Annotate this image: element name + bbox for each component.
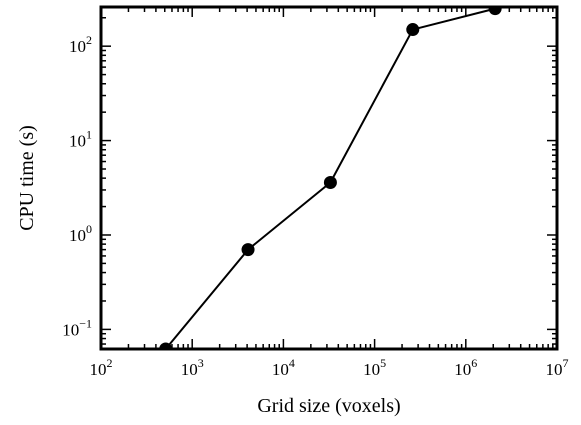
x-axis-label: Grid size (voxels) — [257, 395, 400, 417]
y-tick-label: 102 — [69, 33, 92, 56]
x-tick-label: 103 — [181, 356, 204, 379]
data-point — [241, 243, 255, 257]
data-point — [488, 7, 502, 16]
y-axis-label: CPU time (s) — [16, 125, 38, 231]
plot-area — [99, 5, 559, 351]
x-tick-label: 102 — [90, 356, 113, 379]
y-tick-label: 101 — [69, 128, 92, 151]
x-tick-label: 107 — [546, 356, 569, 379]
plot-frame — [99, 5, 559, 351]
y-tick-label: 100 — [69, 222, 92, 245]
x-tick-label: 106 — [454, 356, 477, 379]
data-point — [406, 23, 420, 37]
y-tick-labels: 10−1 100 101 102 — [62, 33, 92, 339]
x-tick-label: 104 — [272, 356, 295, 379]
y-tick-label: 10−1 — [62, 316, 92, 339]
x-tick-labels: 102 103 104 105 106 107 — [90, 356, 569, 379]
x-tick-label: 105 — [363, 356, 386, 379]
series-layer — [159, 7, 502, 349]
data-point — [159, 342, 173, 349]
data-point — [323, 175, 337, 189]
